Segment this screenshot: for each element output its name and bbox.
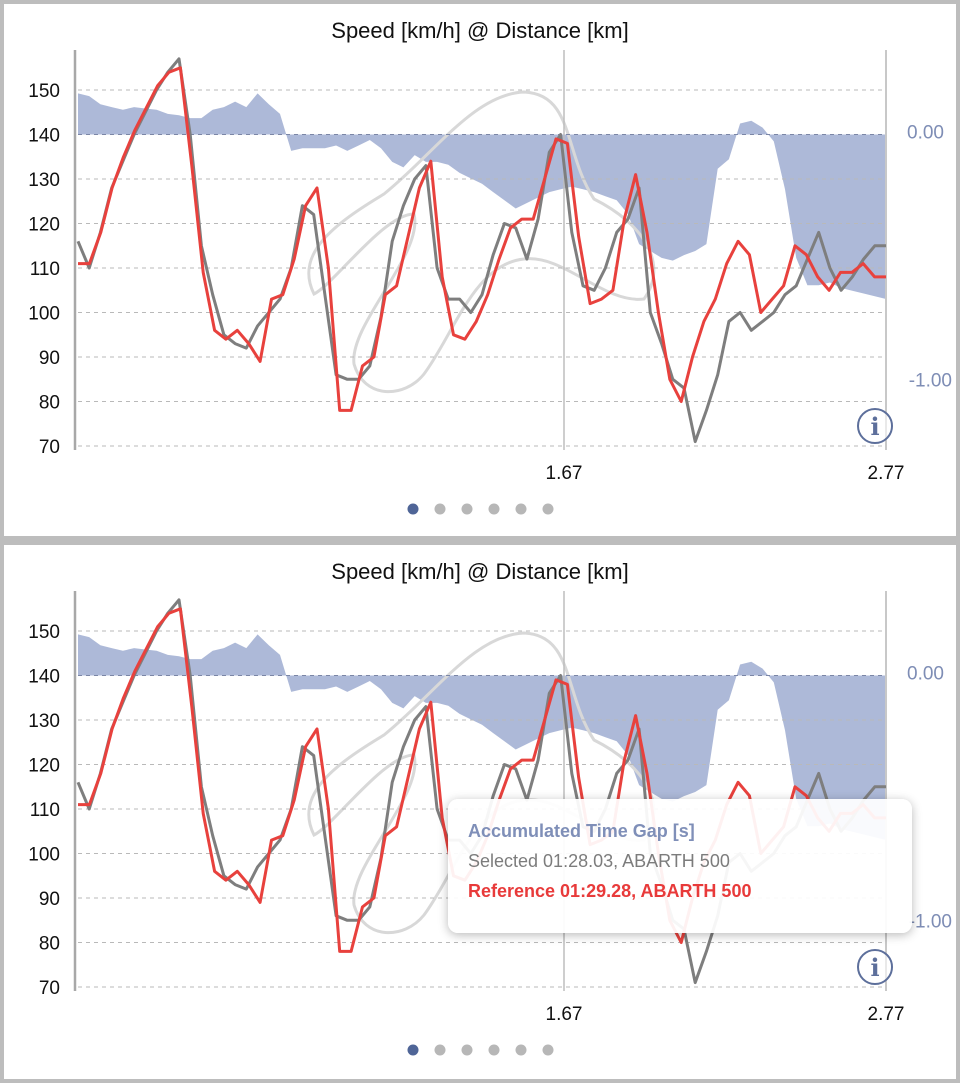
pager-dot[interactable]	[434, 1044, 446, 1056]
y-tick-label: 130	[28, 711, 60, 732]
time-gap-area	[78, 634, 886, 840]
selected-speed-line	[76, 57, 886, 444]
speed-chart-bottom[interactable]: Speed [km/h] @ Distance [km] 70 80 90 100 110…	[4, 545, 956, 1079]
pager-dot[interactable]	[407, 1044, 419, 1056]
y-tick-label: 80	[39, 393, 60, 414]
pager-dot[interactable]	[461, 1044, 473, 1056]
y-tick-label: 140	[28, 126, 60, 147]
svg-text:i: i	[870, 412, 879, 441]
y-tick-label: 110	[30, 800, 60, 821]
y-tick-label: 110	[30, 259, 60, 280]
time-gap-area	[78, 93, 886, 300]
y-tick-label: 90	[39, 348, 60, 369]
y-tick-label: 120	[28, 756, 60, 777]
pager-dot[interactable]	[542, 503, 554, 515]
right-tick-label: 0.00	[907, 664, 944, 685]
x-tick-label: 2.77	[868, 1004, 905, 1025]
y-tick-label: 70	[39, 437, 60, 458]
right-tick-label: -1.00	[909, 912, 952, 933]
y-tick-label: 140	[28, 667, 60, 688]
speed-chart-top[interactable]: Speed [km/h] @ Distance [km] 70 80 90 100 110…	[4, 4, 956, 536]
pager-dot[interactable]	[542, 1044, 554, 1056]
x-tick-label: 2.77	[868, 463, 905, 484]
y-tick-label: 80	[39, 934, 60, 955]
y-tick-label: 130	[28, 170, 60, 191]
pager-dot[interactable]	[515, 1044, 527, 1056]
pager-dot[interactable]	[407, 503, 419, 515]
track-outline	[307, 90, 656, 394]
reference-speed-line	[78, 66, 886, 412]
pager-dot[interactable]	[515, 503, 527, 515]
time-gap-tooltip: Accumulated Time Gap [s] Selected 01:28.…	[448, 799, 912, 933]
y-tick-label: 100	[28, 304, 60, 325]
tooltip-selected: Selected 01:28.03, ABARTH 500	[468, 851, 730, 871]
chart-title: Speed [km/h] @ Distance [km]	[331, 559, 628, 584]
chart-title: Speed [km/h] @ Distance [km]	[331, 18, 628, 43]
pager-dot[interactable]	[461, 503, 473, 515]
tooltip-title: Accumulated Time Gap [s]	[468, 821, 695, 841]
y-tick-label: 150	[28, 622, 60, 643]
svg-text:i: i	[870, 953, 879, 982]
chart-panel-top[interactable]: Speed [km/h] @ Distance [km] 70 80 90 100 110…	[4, 4, 956, 536]
right-tick-label: -1.00	[909, 371, 952, 392]
y-tick-label: 120	[28, 215, 60, 236]
y-tick-label: 70	[39, 978, 60, 999]
y-tick-label: 150	[28, 81, 60, 102]
pager-dot[interactable]	[434, 503, 446, 515]
right-tick-label: 0.00	[907, 123, 944, 144]
info-icon[interactable]: i	[857, 408, 893, 444]
pager-dot[interactable]	[488, 503, 500, 515]
x-tick-label: 1.67	[546, 463, 583, 484]
info-icon[interactable]: i	[857, 949, 893, 985]
y-tick-label: 100	[28, 845, 60, 866]
y-tick-label: 90	[39, 889, 60, 910]
chart-panel-bottom[interactable]: Speed [km/h] @ Distance [km] 70 80 90 100 110…	[4, 545, 956, 1079]
pager-dot[interactable]	[488, 1044, 500, 1056]
x-tick-label: 1.67	[546, 1004, 583, 1025]
tooltip-reference: Reference 01:29.28, ABARTH 500	[468, 881, 752, 901]
